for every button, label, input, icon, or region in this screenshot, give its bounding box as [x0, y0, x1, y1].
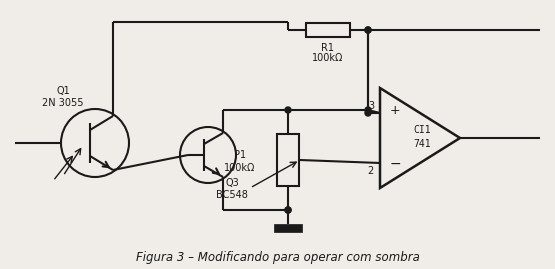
- Circle shape: [365, 110, 371, 116]
- Bar: [306, 23, 350, 37]
- Circle shape: [285, 207, 291, 213]
- Text: P1: P1: [234, 150, 246, 160]
- Text: BC548: BC548: [216, 190, 248, 200]
- Circle shape: [365, 27, 371, 33]
- Text: 100kΩ: 100kΩ: [312, 53, 344, 63]
- Bar: [277, 134, 299, 186]
- Text: 2N 3055: 2N 3055: [42, 98, 84, 108]
- Circle shape: [285, 107, 291, 113]
- Text: Q3: Q3: [225, 178, 239, 188]
- Text: −: −: [390, 157, 402, 171]
- Text: 741: 741: [413, 139, 431, 149]
- Text: 100kΩ: 100kΩ: [224, 163, 256, 173]
- Text: +: +: [390, 104, 401, 118]
- Text: Q1: Q1: [56, 86, 70, 96]
- Text: R1: R1: [321, 43, 335, 53]
- Circle shape: [365, 27, 371, 33]
- Circle shape: [365, 107, 371, 113]
- Text: CI1: CI1: [413, 125, 431, 135]
- Circle shape: [285, 207, 291, 213]
- Bar: [274, 224, 302, 232]
- Text: 2: 2: [368, 166, 374, 176]
- Text: 3: 3: [368, 101, 374, 111]
- Text: Figura 3 – Modificando para operar com sombra: Figura 3 – Modificando para operar com s…: [136, 252, 420, 264]
